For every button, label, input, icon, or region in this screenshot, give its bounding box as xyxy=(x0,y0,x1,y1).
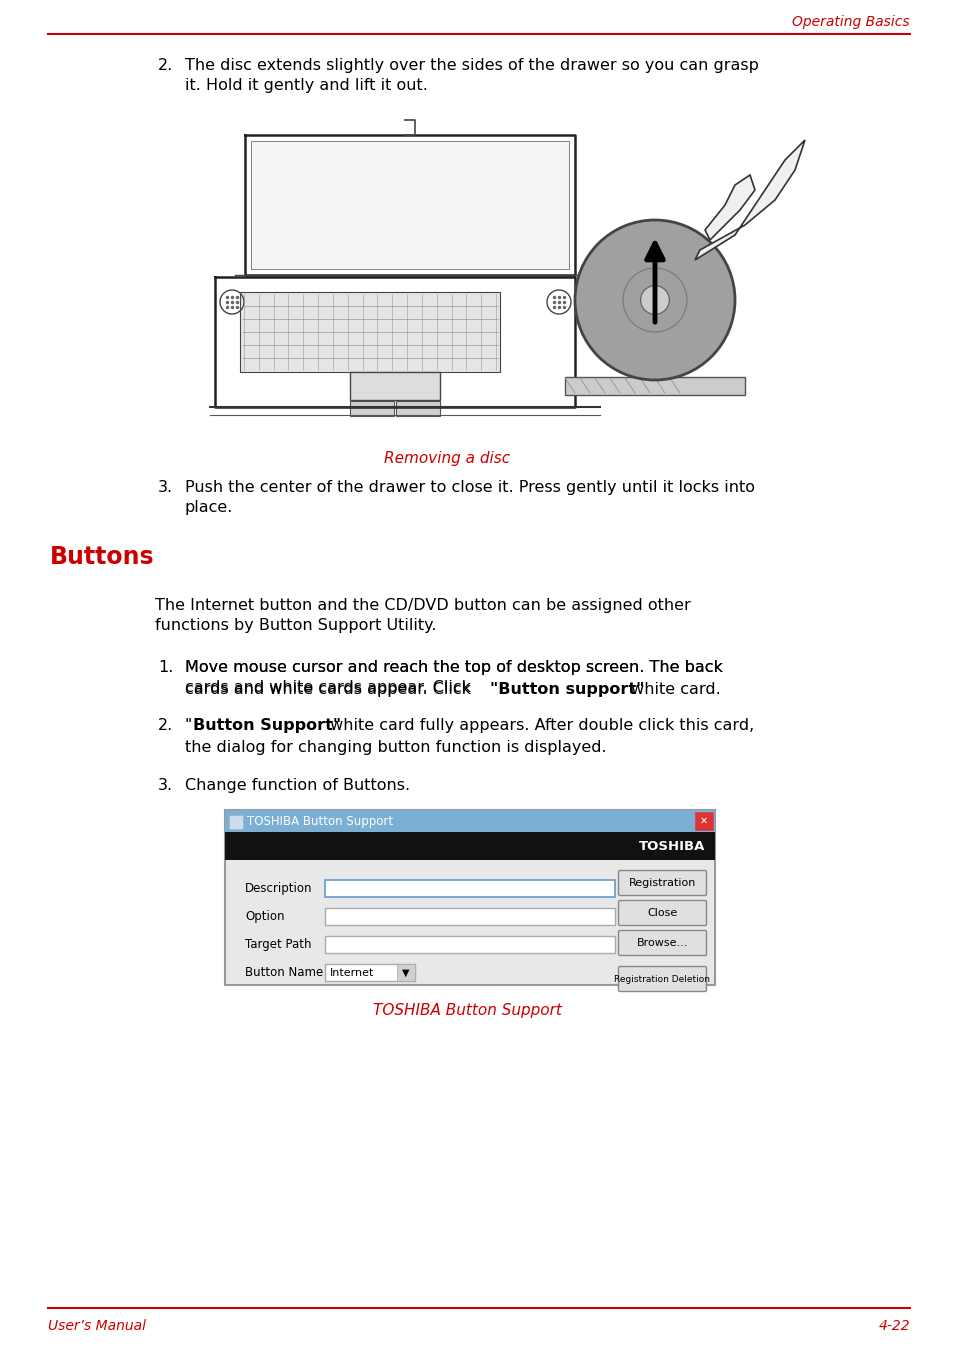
Text: "Button support": "Button support" xyxy=(490,682,643,697)
Bar xyxy=(396,965,415,981)
Text: Move mouse cursor and reach the top of desktop screen. The back
cards and white : Move mouse cursor and reach the top of d… xyxy=(185,661,722,694)
Text: white card fully appears. After double click this card,: white card fully appears. After double c… xyxy=(325,717,754,734)
Bar xyxy=(325,936,615,952)
Text: ✕: ✕ xyxy=(700,816,707,825)
Text: Registration Deletion: Registration Deletion xyxy=(614,974,710,984)
Bar xyxy=(229,815,243,830)
Bar xyxy=(251,141,568,269)
Text: 3.: 3. xyxy=(158,778,172,793)
Bar xyxy=(695,812,712,830)
Bar xyxy=(350,372,439,400)
Text: Registration: Registration xyxy=(628,878,696,888)
Text: 2.: 2. xyxy=(158,717,173,734)
Text: Target Path: Target Path xyxy=(245,938,312,951)
Polygon shape xyxy=(704,176,754,240)
FancyBboxPatch shape xyxy=(618,931,706,955)
Bar xyxy=(225,832,714,861)
FancyBboxPatch shape xyxy=(618,870,706,896)
Text: TOSHIBA Button Support: TOSHIBA Button Support xyxy=(373,1002,561,1017)
Bar xyxy=(350,401,394,416)
Text: TOSHIBA Button Support: TOSHIBA Button Support xyxy=(247,815,393,828)
Text: Button Support": Button Support" xyxy=(193,717,341,734)
Text: 4-22: 4-22 xyxy=(878,1319,909,1333)
Text: ": " xyxy=(185,717,193,734)
Text: User’s Manual: User’s Manual xyxy=(48,1319,146,1333)
Bar xyxy=(225,811,714,832)
Text: Buttons: Buttons xyxy=(50,544,154,569)
Text: Move mouse cursor and reach the top of desktop screen. The back: Move mouse cursor and reach the top of d… xyxy=(185,661,722,676)
FancyBboxPatch shape xyxy=(618,901,706,925)
Circle shape xyxy=(639,285,669,315)
Text: 2.: 2. xyxy=(158,58,173,73)
Text: the dialog for changing button function is displayed.: the dialog for changing button function … xyxy=(185,740,606,755)
FancyBboxPatch shape xyxy=(618,966,706,992)
Text: Removing a disc: Removing a disc xyxy=(383,450,510,466)
Text: Option: Option xyxy=(245,911,284,923)
Bar xyxy=(240,292,499,372)
Text: Close: Close xyxy=(647,908,677,917)
Text: Description: Description xyxy=(245,882,313,894)
Text: Operating Basics: Operating Basics xyxy=(792,15,909,28)
Bar xyxy=(325,880,615,897)
Circle shape xyxy=(575,220,734,380)
Bar xyxy=(325,965,415,981)
Bar xyxy=(564,377,744,394)
Text: Internet: Internet xyxy=(330,967,374,978)
Text: The Internet button and the CD/DVD button can be assigned other
functions by But: The Internet button and the CD/DVD butto… xyxy=(154,598,690,632)
Text: The disc extends slightly over the sides of the drawer so you can grasp
it. Hold: The disc extends slightly over the sides… xyxy=(185,58,758,93)
Text: Push the center of the drawer to close it. Press gently until it locks into
plac: Push the center of the drawer to close i… xyxy=(185,480,754,515)
Text: ▼: ▼ xyxy=(402,967,410,978)
Bar xyxy=(395,401,439,416)
Text: Button Name: Button Name xyxy=(245,966,323,979)
Text: 3.: 3. xyxy=(158,480,172,494)
Text: TOSHIBA: TOSHIBA xyxy=(638,839,704,852)
Bar xyxy=(575,380,593,390)
Bar xyxy=(325,908,615,925)
Bar xyxy=(225,811,714,985)
Polygon shape xyxy=(695,141,804,259)
Text: 1.: 1. xyxy=(158,661,173,676)
Text: white card.: white card. xyxy=(625,682,720,697)
Text: Change function of Buttons.: Change function of Buttons. xyxy=(185,778,410,793)
Text: cards and white cards appear. Click: cards and white cards appear. Click xyxy=(185,682,476,697)
Text: Browse...: Browse... xyxy=(637,938,687,948)
